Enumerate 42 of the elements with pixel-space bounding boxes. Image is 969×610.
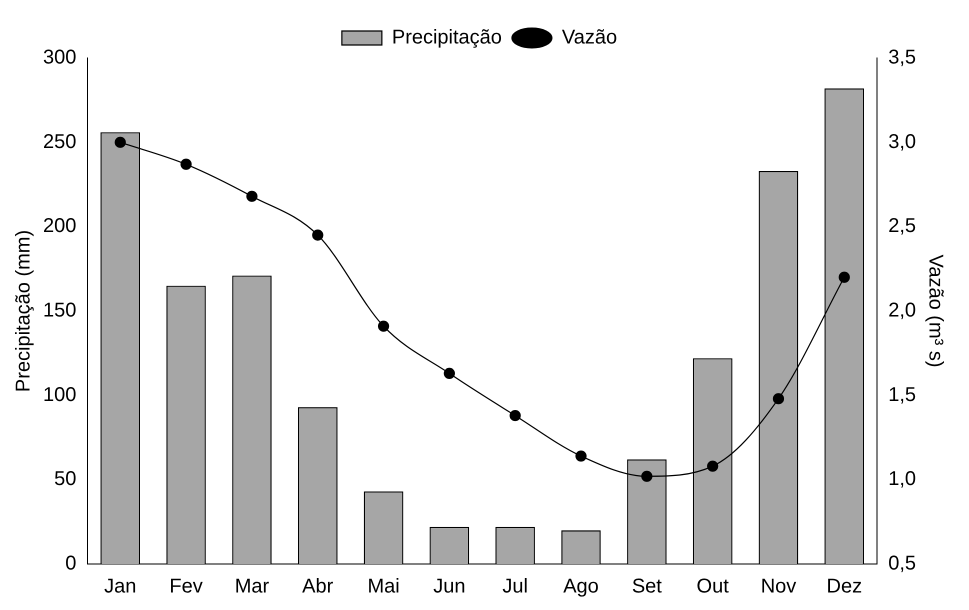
y2-tick-label: 0,5: [888, 552, 916, 575]
x-tick-label: Mar: [234, 576, 270, 598]
point: [510, 410, 521, 422]
y-tick-label: 150: [42, 300, 76, 322]
legend-label: Vazão: [562, 26, 618, 49]
point: [641, 470, 652, 482]
y-axis-title: Precipitação (mm): [12, 230, 35, 392]
point: [378, 320, 390, 332]
x-tick-label: Out: [696, 576, 730, 598]
point: [707, 460, 718, 472]
y-tick-label: 300: [42, 46, 76, 69]
legend-label: Precipitação: [392, 26, 502, 49]
point: [180, 158, 192, 170]
y2-axis-title: Vazão (m³ s): [924, 254, 946, 368]
y-tick-label: 100: [42, 384, 76, 406]
x-tick-label: Set: [632, 576, 662, 598]
x-tick-label: Ago: [563, 576, 599, 598]
y-tick-label: 200: [42, 215, 76, 238]
point: [772, 393, 784, 404]
y2-tick-label: 2,0: [888, 300, 916, 322]
y2-tick-label: 3,0: [888, 130, 916, 153]
point: [246, 190, 258, 202]
y2-tick-label: 1,5: [888, 384, 916, 406]
x-tick-label: Nov: [760, 576, 796, 598]
x-tick-label: Mai: [367, 576, 400, 598]
point: [444, 368, 455, 380]
y2-tick-label: 1,0: [888, 468, 916, 490]
y-tick-label: 0: [65, 552, 76, 575]
y2-tick-label: 3,5: [888, 46, 916, 69]
x-tick-label: Dez: [826, 576, 862, 598]
y-tick-label: 50: [54, 468, 76, 490]
point: [838, 272, 850, 283]
point: [575, 450, 587, 462]
x-tick-label: Jul: [502, 576, 528, 598]
x-tick-label: Jun: [433, 576, 466, 598]
x-tick-label: Jan: [104, 576, 136, 598]
x-tick-label: Abr: [302, 576, 334, 598]
y2-tick-label: 2,5: [888, 215, 916, 238]
y-tick-label: 250: [42, 130, 76, 153]
point: [114, 136, 126, 148]
x-tick-label: Fev: [169, 576, 203, 598]
point: [312, 230, 324, 241]
